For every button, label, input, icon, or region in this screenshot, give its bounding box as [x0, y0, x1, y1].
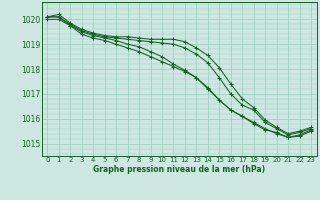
- X-axis label: Graphe pression niveau de la mer (hPa): Graphe pression niveau de la mer (hPa): [93, 165, 265, 174]
